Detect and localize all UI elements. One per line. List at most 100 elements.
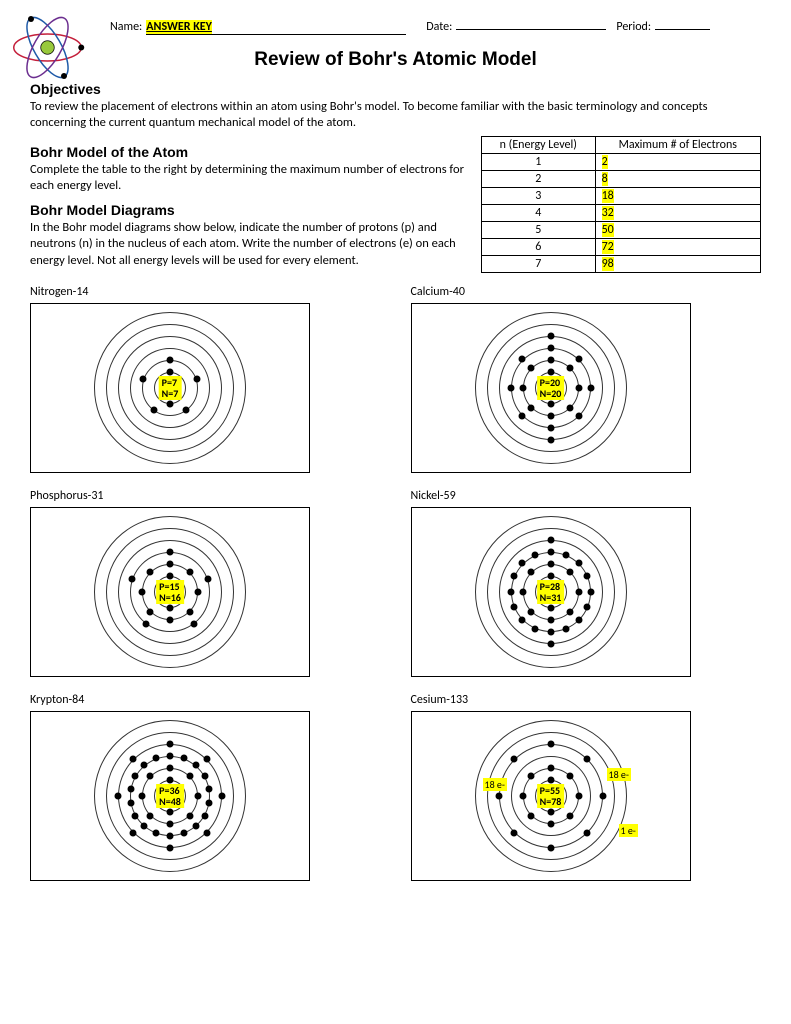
electron bbox=[575, 413, 582, 420]
electron bbox=[186, 608, 193, 615]
nucleus-label: P=55N=78 bbox=[537, 784, 565, 808]
nucleus-label: P=15N=16 bbox=[156, 580, 184, 604]
electron bbox=[167, 776, 174, 783]
electron bbox=[547, 764, 554, 771]
diagram-label: Krypton-84 bbox=[30, 693, 381, 707]
electron bbox=[139, 588, 146, 595]
table-cell-n: 1 bbox=[482, 153, 596, 170]
electron bbox=[562, 551, 569, 558]
electron bbox=[130, 755, 137, 762]
electron bbox=[180, 755, 187, 762]
bohr-diagram: P=36N=48 bbox=[90, 716, 250, 876]
table-cell-max: 72 bbox=[595, 238, 760, 255]
diagram-cell: Nitrogen-14P=7N=7 bbox=[30, 285, 381, 473]
electron bbox=[195, 588, 202, 595]
electron bbox=[575, 356, 582, 363]
diagram-box: P=15N=16 bbox=[30, 507, 310, 677]
diagram-label: Calcium-40 bbox=[411, 285, 762, 299]
nucleus-label: P=7N=7 bbox=[159, 376, 182, 400]
table-cell-max: 18 bbox=[595, 187, 760, 204]
electron bbox=[519, 792, 526, 799]
electron bbox=[567, 812, 574, 819]
shell-electron-label: 1 e- bbox=[619, 824, 638, 837]
electron bbox=[575, 792, 582, 799]
electron bbox=[507, 384, 514, 391]
electron bbox=[190, 621, 197, 628]
table-row: 28 bbox=[482, 170, 761, 187]
electron bbox=[547, 776, 554, 783]
electron bbox=[127, 785, 134, 792]
diagram-box: P=55N=78 18 e- 18 e- 1 e- bbox=[411, 711, 691, 881]
electron bbox=[527, 404, 534, 411]
electron bbox=[547, 820, 554, 827]
electron bbox=[567, 608, 574, 615]
objectives-text: To review the placement of electrons wit… bbox=[30, 99, 761, 132]
electron bbox=[575, 588, 582, 595]
electron bbox=[584, 755, 591, 762]
electron bbox=[527, 608, 534, 615]
electron bbox=[547, 628, 554, 635]
electron bbox=[547, 536, 554, 543]
period-label: Period: bbox=[616, 20, 651, 34]
electron bbox=[143, 621, 150, 628]
table-header-max: Maximum # of Electrons bbox=[595, 136, 760, 153]
electron bbox=[547, 604, 554, 611]
electron bbox=[186, 772, 193, 779]
electron bbox=[527, 364, 534, 371]
electron bbox=[153, 755, 160, 762]
table-header-n: n (Energy Level) bbox=[482, 136, 596, 153]
electron bbox=[147, 608, 154, 615]
table-row: 318 bbox=[482, 187, 761, 204]
date-blank bbox=[456, 29, 606, 30]
electron bbox=[519, 588, 526, 595]
electron bbox=[567, 568, 574, 575]
electron bbox=[201, 812, 208, 819]
shell-electron-label: 18 e- bbox=[483, 778, 507, 791]
diagram-cell: Calcium-40 P=20N=20 bbox=[411, 285, 762, 473]
electron bbox=[180, 830, 187, 837]
shell-electron-label: 18 e- bbox=[607, 768, 631, 781]
electron bbox=[147, 812, 154, 819]
bohr-diagram: P=15N=16 bbox=[90, 512, 250, 672]
electron bbox=[584, 829, 591, 836]
electron bbox=[532, 551, 539, 558]
electron bbox=[153, 830, 160, 837]
electron bbox=[167, 400, 174, 407]
electron bbox=[192, 823, 199, 830]
diagram-box: P=7N=7 bbox=[30, 303, 310, 473]
table-row: 798 bbox=[482, 255, 761, 272]
electron bbox=[128, 576, 135, 583]
electron bbox=[219, 792, 226, 799]
electron bbox=[495, 792, 502, 799]
electron bbox=[186, 812, 193, 819]
electron bbox=[205, 576, 212, 583]
diagram-box: P=36N=48 bbox=[30, 711, 310, 881]
electron bbox=[547, 356, 554, 363]
table-cell-max: 8 bbox=[595, 170, 760, 187]
electron bbox=[167, 560, 174, 567]
electron bbox=[141, 823, 148, 830]
electron bbox=[547, 844, 554, 851]
electron bbox=[547, 436, 554, 443]
electron bbox=[510, 829, 517, 836]
electron bbox=[547, 332, 554, 339]
electron bbox=[547, 808, 554, 815]
electron bbox=[192, 762, 199, 769]
electron bbox=[547, 424, 554, 431]
electron bbox=[547, 344, 554, 351]
electron bbox=[547, 548, 554, 555]
electron bbox=[547, 560, 554, 567]
electron bbox=[519, 413, 526, 420]
bohr-diagram: P=7N=7 bbox=[90, 308, 250, 468]
electron bbox=[167, 368, 174, 375]
electron bbox=[167, 764, 174, 771]
electron bbox=[584, 573, 591, 580]
diagrams-grid: Nitrogen-14P=7N=7Calcium-40P=20N=20Phosp… bbox=[30, 285, 761, 881]
worksheet-header: Name: ANSWER KEY Date: Period: bbox=[110, 20, 761, 35]
electron bbox=[562, 625, 569, 632]
electron bbox=[167, 604, 174, 611]
table-cell-n: 3 bbox=[482, 187, 596, 204]
bohr-diagram: P=20N=20 bbox=[471, 308, 631, 468]
electron bbox=[584, 604, 591, 611]
electron bbox=[167, 572, 174, 579]
